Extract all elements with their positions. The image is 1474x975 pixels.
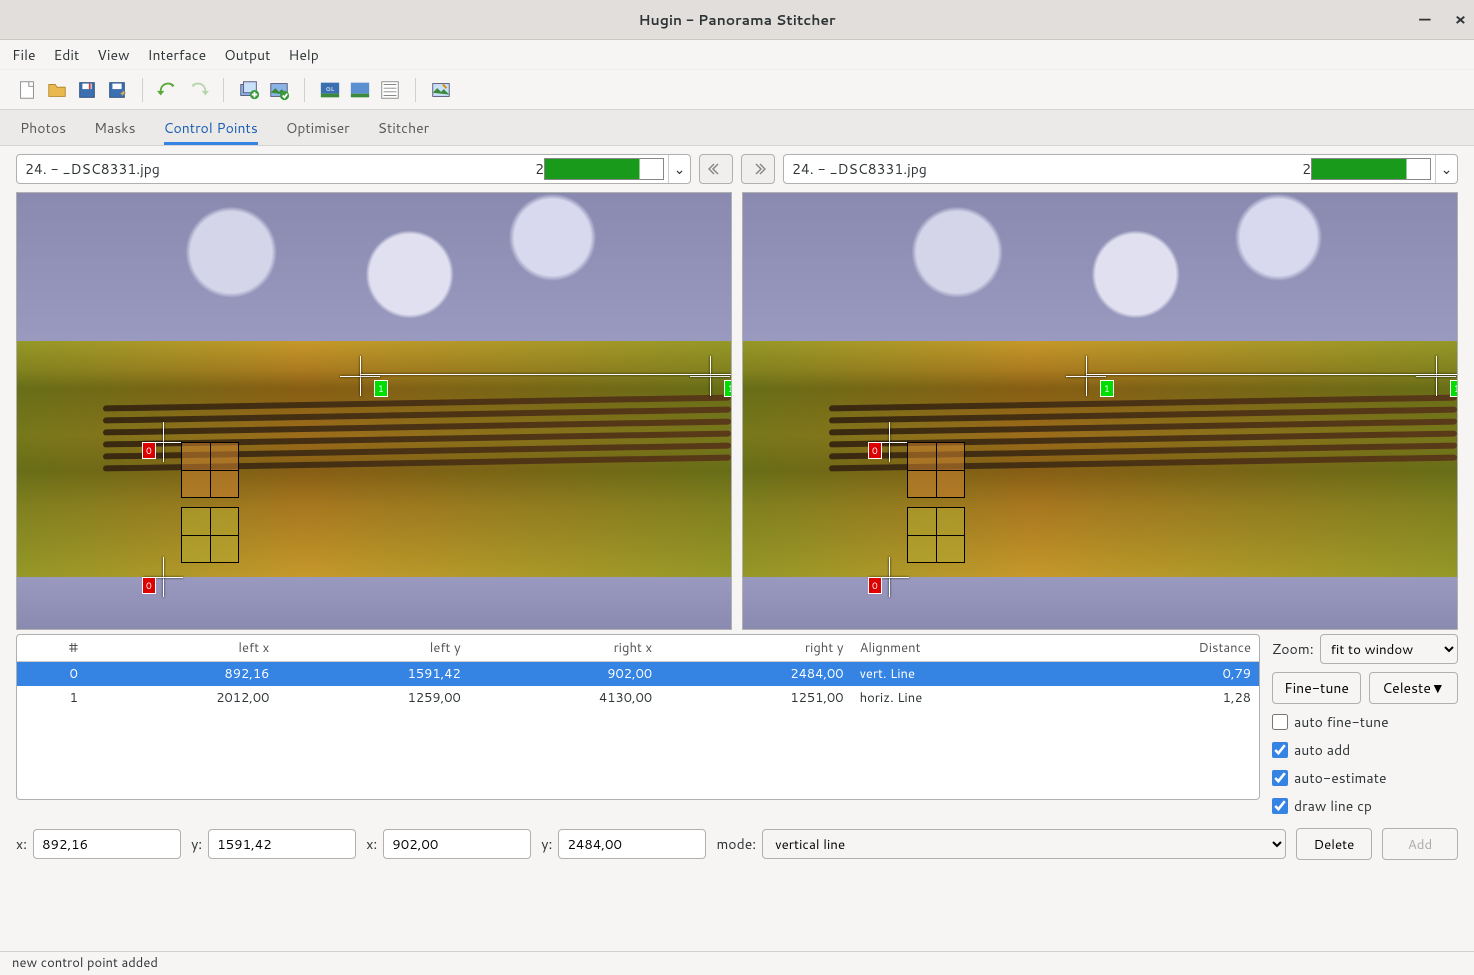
table-row[interactable]: 0892,161591,42902,002484,00vert. Line0,7… [17,662,1259,687]
control-points-table[interactable]: # left x left y right x right y Alignmen… [16,634,1260,800]
align-icon[interactable] [268,79,290,101]
x2-input[interactable] [383,829,531,859]
window-title: Hugin - Panorama Stitcher [638,10,835,30]
show-cp-icon[interactable] [379,79,401,101]
tab-stitcher[interactable]: Stitcher [378,110,429,145]
y1-label: y: [191,834,202,854]
right-image-name: 24. - _DSC8331.jpg [784,159,1295,179]
menu-edit[interactable]: Edit [54,45,80,65]
col-righty[interactable]: right y [660,635,851,662]
stitch-icon[interactable] [430,79,452,101]
gl-preview-icon[interactable]: GL [319,79,341,101]
x2-label: x: [366,834,377,854]
y1-input[interactable] [208,829,356,859]
new-project-icon[interactable] [16,79,38,101]
x1-label: x: [16,834,27,854]
prev-pair-button[interactable] [699,154,733,184]
col-leftx[interactable]: left x [86,635,277,662]
side-panel: Zoom: fit to window Fine-tune Celeste▼ a… [1272,634,1458,816]
menubar: File Edit View Interface Output Help [0,40,1474,70]
auto-add-checkbox[interactable]: auto add [1272,740,1458,760]
left-image-name: 24. - _DSC8331.jpg [17,159,528,179]
menu-help[interactable]: Help [288,45,318,65]
add-button: Add [1382,828,1458,860]
y2-label: y: [541,834,552,854]
statusbar: new control point added [0,951,1474,975]
x1-input[interactable] [33,829,181,859]
right-preview[interactable]: 1100 [742,192,1458,630]
minimize-icon[interactable]: — [1419,8,1430,31]
menu-interface[interactable]: Interface [148,45,207,65]
tab-control-points[interactable]: Control Points [164,110,258,145]
col-num[interactable]: # [17,635,86,662]
mode-select[interactable]: vertical line [762,829,1286,859]
save-as-icon[interactable] [106,79,128,101]
col-alignment[interactable]: Alignment [852,635,1070,662]
left-preview[interactable]: 1100 [16,192,732,630]
zoom-label: Zoom: [1272,639,1314,659]
draw-line-cp-checkbox[interactable]: draw line cp [1272,796,1458,816]
right-image-combo[interactable]: 24. - _DSC8331.jpg 2 ⌄ [783,154,1458,184]
preview-icon[interactable] [349,79,371,101]
table-row[interactable]: 12012,001259,004130,001251,00horiz. Line… [17,686,1259,710]
preview-row: 1100 1100 [0,192,1474,630]
left-image-thumb [544,158,664,180]
close-icon[interactable]: × [1455,8,1466,31]
left-image-badge: 2 [528,159,544,179]
undo-icon[interactable] [157,79,179,101]
left-image-combo[interactable]: 24. - _DSC8331.jpg 2 ⌄ [16,154,691,184]
toolbar: GL [0,70,1474,110]
zoom-select[interactable]: fit to window [1320,634,1458,664]
menu-output[interactable]: Output [224,45,270,65]
open-project-icon[interactable] [46,79,68,101]
redo-icon [187,79,209,101]
titlebar: Hugin - Panorama Stitcher — × [0,0,1474,40]
tab-optimiser[interactable]: Optimiser [286,110,350,145]
col-distance[interactable]: Distance [1069,635,1259,662]
auto-fine-tune-checkbox[interactable]: auto fine-tune [1272,712,1458,732]
col-lefty[interactable]: left y [277,635,468,662]
right-image-thumb [1311,158,1431,180]
col-rightx[interactable]: right x [469,635,660,662]
chevron-down-icon[interactable]: ⌄ [1435,155,1457,183]
next-pair-button[interactable] [741,154,775,184]
fine-tune-button[interactable]: Fine-tune [1272,672,1361,704]
menu-file[interactable]: File [12,45,36,65]
celeste-button[interactable]: Celeste▼ [1369,672,1458,704]
menu-view[interactable]: View [97,45,129,65]
tabbar: Photos Masks Control Points Optimiser St… [0,110,1474,146]
chevron-down-icon[interactable]: ⌄ [668,155,690,183]
mode-label: mode: [716,834,756,854]
y2-input[interactable] [558,829,706,859]
tab-masks[interactable]: Masks [94,110,135,145]
right-image-badge: 2 [1295,159,1311,179]
image-selector-row: 24. - _DSC8331.jpg 2 ⌄ 24. - _DSC8331.jp… [0,146,1474,192]
save-icon[interactable] [76,79,98,101]
tab-photos[interactable]: Photos [20,110,66,145]
auto-estimate-checkbox[interactable]: auto-estimate [1272,768,1458,788]
coord-row: x: y: x: y: mode: vertical line Delete Ad… [0,824,1474,868]
svg-text:GL: GL [326,84,335,93]
delete-button[interactable]: Delete [1296,828,1372,860]
add-images-icon[interactable] [238,79,260,101]
